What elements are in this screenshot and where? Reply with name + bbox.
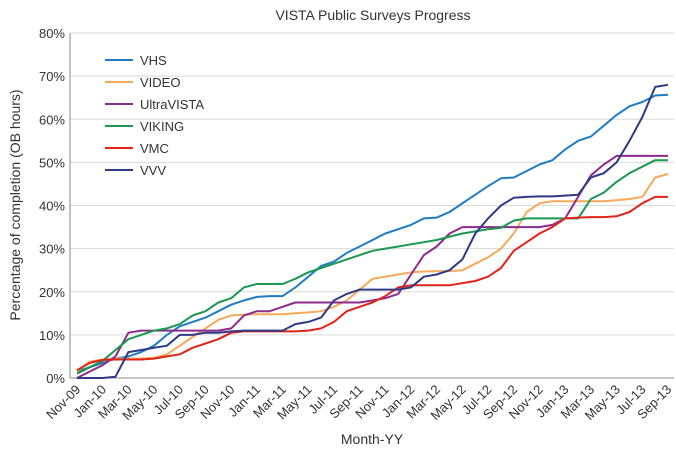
y-tick-label: 40% [39, 199, 65, 214]
series-line [76, 173, 669, 373]
y-axis-label: Percentage of completion (OB hours) [7, 89, 23, 320]
legend-label: VMC [140, 141, 169, 156]
y-tick-label: 20% [39, 285, 65, 300]
y-tick-label: 50% [39, 155, 65, 170]
x-axis-label: Month-YY [341, 431, 404, 447]
series-line [76, 195, 668, 372]
y-tick-label: 60% [39, 112, 65, 127]
y-tick-label: 70% [39, 69, 65, 84]
legend-label: UltraVISTA [140, 97, 204, 112]
legend-label: VVV [140, 163, 166, 178]
series-line [76, 154, 668, 379]
legend-label: VIDEO [140, 75, 180, 90]
chart-title: VISTA Public Surveys Progress [275, 7, 470, 23]
legend-label: VHS [140, 53, 167, 68]
legend-label: VIKING [140, 119, 184, 134]
y-tick-label: 80% [39, 26, 65, 41]
y-tick-label: 10% [39, 328, 65, 343]
y-tick-label: 0% [46, 371, 65, 386]
series-line [77, 83, 669, 379]
series-line [76, 93, 669, 373]
y-tick-label: 30% [39, 242, 65, 257]
